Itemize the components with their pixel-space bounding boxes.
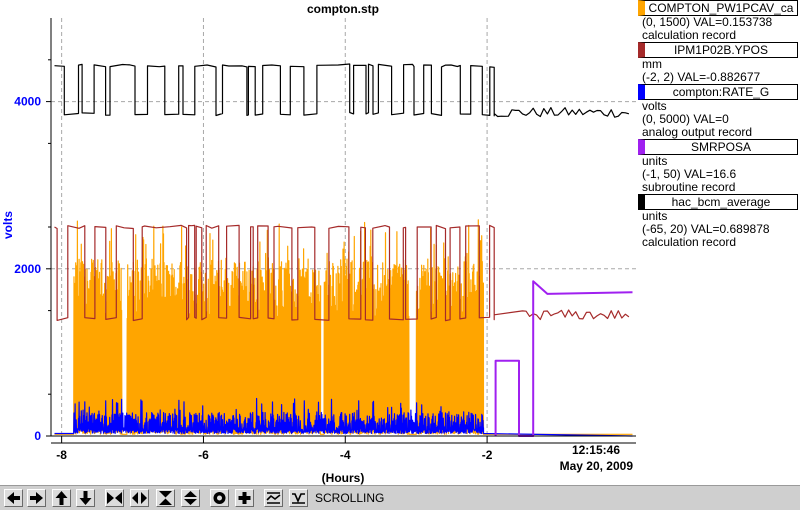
- zoom-in-y-icon: [159, 491, 172, 505]
- legend: COMPTON_PW1PCAV_ca (0, 1500) VAL=0.15373…: [638, 0, 800, 249]
- legend-entry-compton-pw1pcav[interactable]: COMPTON_PW1PCAV_ca (0, 1500) VAL=0.15373…: [638, 0, 800, 42]
- legend-range-value: (0, 5000) VAL=0: [638, 113, 800, 126]
- pan-up-button[interactable]: [52, 489, 71, 507]
- stop-button[interactable]: [210, 489, 229, 507]
- legend-range: (-2, 2): [642, 70, 675, 84]
- x-tick-label: -6: [198, 448, 209, 462]
- legend-entry-compton-rate-g[interactable]: compton:RATE_G volts (0, 5000) VAL=0 ana…: [638, 84, 800, 139]
- auto-scale-icon: [266, 492, 281, 504]
- auto-scale-button[interactable]: [264, 489, 283, 507]
- legend-range-value: (-65, 20) VAL=0.689878: [638, 223, 800, 236]
- legend-record: calculation record: [642, 28, 737, 42]
- legend-range: (0, 5000): [642, 112, 691, 126]
- series-line: [54, 219, 633, 435]
- y-tick-label: 4000: [14, 95, 41, 109]
- series-line: [54, 63, 630, 118]
- pan-left-button[interactable]: [4, 489, 23, 507]
- legend-entry-smrposa[interactable]: SMRPOSA units (-1, 50) VAL=16.6 subrouti…: [638, 139, 800, 194]
- x-tick-label: -4: [340, 448, 351, 462]
- legend-units: units: [642, 209, 668, 223]
- legend-range-value: (-2, 2) VAL=-0.882677: [638, 71, 800, 84]
- zoom-out-y-icon: [184, 491, 197, 505]
- pan-right-button[interactable]: [27, 489, 46, 507]
- legend-record: analog output record: [642, 125, 753, 139]
- legend-series-name[interactable]: IPM1P02B.YPOS: [638, 42, 798, 58]
- legend-range: (-1, 50): [642, 167, 681, 181]
- series-line: [494, 280, 633, 437]
- pan-down-icon: [79, 491, 92, 505]
- toolbar: SCROLLING: [0, 485, 800, 510]
- zoom-in-y-button[interactable]: [156, 489, 175, 507]
- legend-series-name[interactable]: COMPTON_PW1PCAV_ca: [638, 0, 798, 16]
- legend-record: calculation record: [642, 235, 737, 249]
- y-tick-label: 0: [34, 429, 41, 443]
- x-tick-label: -8: [56, 448, 67, 462]
- legend-record: subroutine record: [642, 180, 736, 194]
- legend-units: units: [642, 154, 668, 168]
- pan-right-icon: [30, 492, 43, 504]
- legend-value: VAL=0: [693, 112, 729, 126]
- crosshair-icon: [238, 492, 251, 504]
- scroll-mode-button[interactable]: [289, 489, 308, 507]
- zoom-out-x-button[interactable]: [130, 489, 149, 507]
- crosshair-button[interactable]: [235, 489, 254, 507]
- legend-range: (-65, 20): [642, 222, 688, 236]
- pan-down-button[interactable]: [76, 489, 95, 507]
- x-axis-label: (Hours): [322, 471, 365, 485]
- axes: -8 -6 -4 -2 0 2000 4000: [14, 18, 636, 462]
- zoom-in-x-icon: [107, 492, 122, 504]
- scroll-mode-icon: [292, 493, 305, 504]
- pan-up-icon: [55, 491, 68, 505]
- y-axis-label: volts: [1, 211, 15, 239]
- legend-value: VAL=0.153738: [693, 15, 773, 29]
- legend-value: VAL=-0.882677: [677, 70, 761, 84]
- zoom-out-x-icon: [132, 492, 147, 504]
- legend-value: VAL=0.689878: [690, 222, 770, 236]
- zoom-in-x-button[interactable]: [105, 489, 124, 507]
- plot-series: [54, 63, 633, 437]
- chart-title: compton.stp: [307, 2, 379, 16]
- legend-range: (0, 1500): [642, 15, 691, 29]
- series-line: [54, 224, 630, 322]
- legend-range-value: (0, 1500) VAL=0.153738: [638, 16, 800, 29]
- zoom-out-y-button[interactable]: [181, 489, 200, 507]
- legend-series-name[interactable]: compton:RATE_G: [638, 84, 798, 100]
- legend-series-name[interactable]: SMRPOSA: [638, 139, 798, 155]
- legend-entry-hac-bcm-average[interactable]: hac_bcm_average units (-65, 20) VAL=0.68…: [638, 194, 800, 249]
- pan-left-icon: [7, 492, 20, 504]
- legend-units: mm: [642, 57, 662, 71]
- timestamp-time: 12:15:46: [572, 443, 620, 457]
- series-line: [54, 397, 633, 437]
- legend-units: volts: [642, 99, 667, 113]
- stop-icon: [213, 492, 226, 504]
- legend-value: VAL=16.6: [684, 167, 737, 181]
- legend-entry-ipm1p02b[interactable]: IPM1P02B.YPOS mm (-2, 2) VAL=-0.882677: [638, 42, 800, 84]
- timestamp-date: May 20, 2009: [560, 459, 634, 473]
- strip-chart: -8 -6 -4 -2 0 2000 4000 compton.stp volts (Hou…: [1, 2, 636, 485]
- x-tick-label: -2: [482, 448, 493, 462]
- y-tick-label: 2000: [14, 262, 41, 276]
- scroll-status: SCROLLING: [315, 491, 385, 505]
- legend-series-name[interactable]: hac_bcm_average: [638, 194, 798, 210]
- legend-range-value: (-1, 50) VAL=16.6: [638, 168, 800, 181]
